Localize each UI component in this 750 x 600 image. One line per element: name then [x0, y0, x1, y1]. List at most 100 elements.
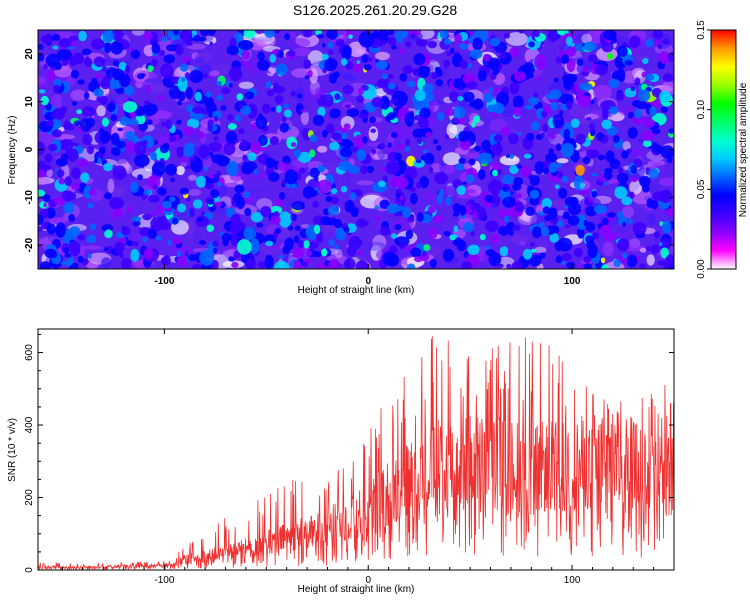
heatmap-cell [547, 30, 558, 43]
heatmap-x-ticks: -100 0 100 [154, 30, 581, 287]
heatmap-cell [428, 227, 438, 240]
heatmap-cell [518, 30, 524, 34]
heatmap-cell [391, 132, 398, 139]
heatmap-cell [309, 149, 316, 158]
heatmap-cell [466, 174, 475, 183]
heatmap-cell [345, 61, 354, 70]
heatmap-cell [321, 53, 329, 61]
heatmap-cell [151, 210, 157, 218]
heatmap-cell [622, 221, 626, 227]
heatmap-cell [50, 112, 56, 118]
heatmap-cell [96, 96, 102, 102]
heatmap-cell [199, 30, 209, 37]
heatmap-cell [646, 198, 654, 208]
heatmap-cell [238, 102, 244, 110]
heatmap-cell [356, 250, 363, 256]
heatmap-cell [417, 65, 430, 78]
heatmap-cell [668, 128, 674, 134]
heatmap-cell [520, 165, 532, 178]
heatmap-cell [136, 73, 145, 80]
heatmap-cell [86, 145, 94, 155]
heatmap-cell [545, 153, 558, 163]
heatmap-cell [459, 215, 466, 219]
heatmap-cell [144, 78, 166, 84]
heatmap-cell [657, 54, 666, 60]
heatmap-cell [601, 264, 609, 269]
heatmap-cell [540, 246, 551, 251]
heatmap-cell [582, 66, 589, 73]
heatmap-cell [180, 157, 187, 163]
heatmap-cell [517, 131, 523, 136]
snr-series-line [38, 336, 674, 570]
heatmap-cell [181, 77, 186, 82]
heatmap-cell [252, 106, 257, 112]
heatmap-cell [405, 229, 414, 240]
heatmap-cell [248, 39, 266, 51]
heatmap-cell [442, 164, 455, 174]
heatmap-cell [46, 223, 56, 235]
heatmap-cell [69, 55, 78, 66]
heatmap-cell [435, 79, 444, 87]
heatmap-cell [427, 40, 437, 49]
heatmap-cell [130, 248, 140, 262]
heatmap-cell [264, 254, 274, 269]
heatmap-cell [45, 53, 61, 68]
heatmap-cell [107, 178, 115, 193]
heatmap-cell [91, 38, 105, 50]
heatmap-cell [481, 139, 492, 152]
heatmap-cell [68, 213, 76, 222]
heatmap-cell [309, 167, 320, 178]
heatmap-cell [212, 240, 219, 247]
heatmap-cell [548, 162, 558, 173]
heatmap-cell [581, 70, 589, 77]
heatmap-cell [565, 224, 571, 229]
heatmap-cell [82, 245, 103, 250]
heatmap-cell [48, 143, 58, 152]
heatmap-cell [327, 258, 341, 269]
heatmap-cell [629, 191, 635, 199]
heatmap-cell [575, 164, 585, 176]
heatmap-cell [266, 89, 274, 97]
heatmap-cell [317, 145, 328, 153]
heatmap-cell [45, 103, 52, 111]
heatmap-cell [483, 53, 491, 62]
heatmap-cell [142, 103, 158, 116]
heatmap-cell [298, 240, 304, 248]
heatmap-cell [151, 58, 158, 67]
heatmap-cell [185, 251, 189, 257]
heatmap-cell [284, 33, 291, 41]
heatmap-cell [362, 136, 368, 144]
heatmap-cell [240, 175, 245, 181]
heatmap-cell [228, 256, 235, 262]
heatmap-cell [589, 109, 605, 120]
heatmap-cell [613, 259, 621, 267]
heatmap-cell [38, 44, 44, 50]
heatmap-cell [484, 194, 493, 203]
heatmap-cell [489, 37, 501, 47]
heatmap-cell [69, 35, 79, 41]
heatmap-cell [514, 71, 526, 82]
heatmap-cell [639, 175, 651, 188]
heatmap-cell [80, 172, 90, 183]
heatmap-cell [110, 132, 120, 146]
heatmap-cell [452, 234, 458, 239]
heatmap-cell [555, 116, 562, 121]
heatmap-cell [502, 174, 514, 185]
heatmap-cell [147, 194, 160, 203]
heatmap-cell [228, 66, 243, 82]
heatmap-cell [186, 60, 191, 66]
heatmap-cell [361, 54, 369, 63]
heatmap-cell [143, 190, 151, 196]
heatmap-cell [363, 220, 369, 226]
heatmap-cell [491, 143, 503, 156]
heatmap-cell [530, 242, 535, 247]
heatmap-cell [113, 59, 120, 67]
heatmap-cell [537, 211, 545, 216]
heatmap-cell [368, 57, 373, 62]
heatmap-cell [342, 74, 357, 81]
heatmap-cell [642, 118, 655, 128]
heatmap-cell [493, 134, 503, 143]
heatmap-cell [247, 152, 257, 162]
heatmap-cell [448, 91, 459, 102]
heatmap-cell [216, 182, 222, 187]
